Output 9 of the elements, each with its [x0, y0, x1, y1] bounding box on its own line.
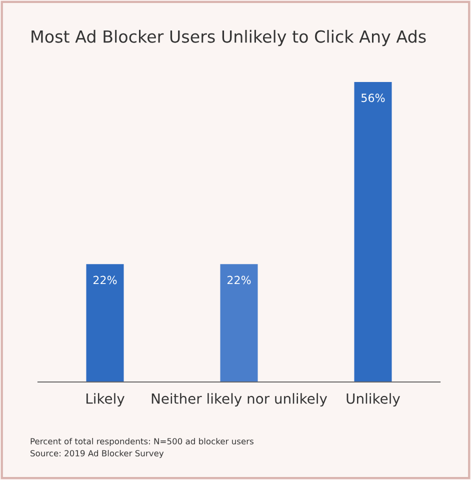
- x-tick-label: Likely: [86, 393, 124, 407]
- text: Percent of total respondents: N=500 ad blocker users: [30, 438, 254, 446]
- x-tick-label: Unlikely: [346, 393, 400, 407]
- source-note: Source: 2019 Ad Blocker Survey: [30, 450, 164, 458]
- data-label: 22%: [227, 276, 251, 284]
- x-tick-label: Neither likely nor unlikely: [152, 393, 328, 407]
- chart-title: Most Ad Blocker Users Unlikely to Click Any Ads: [32, 30, 426, 46]
- data-label: 56%: [362, 94, 385, 102]
- data-label: 22%: [93, 276, 117, 284]
